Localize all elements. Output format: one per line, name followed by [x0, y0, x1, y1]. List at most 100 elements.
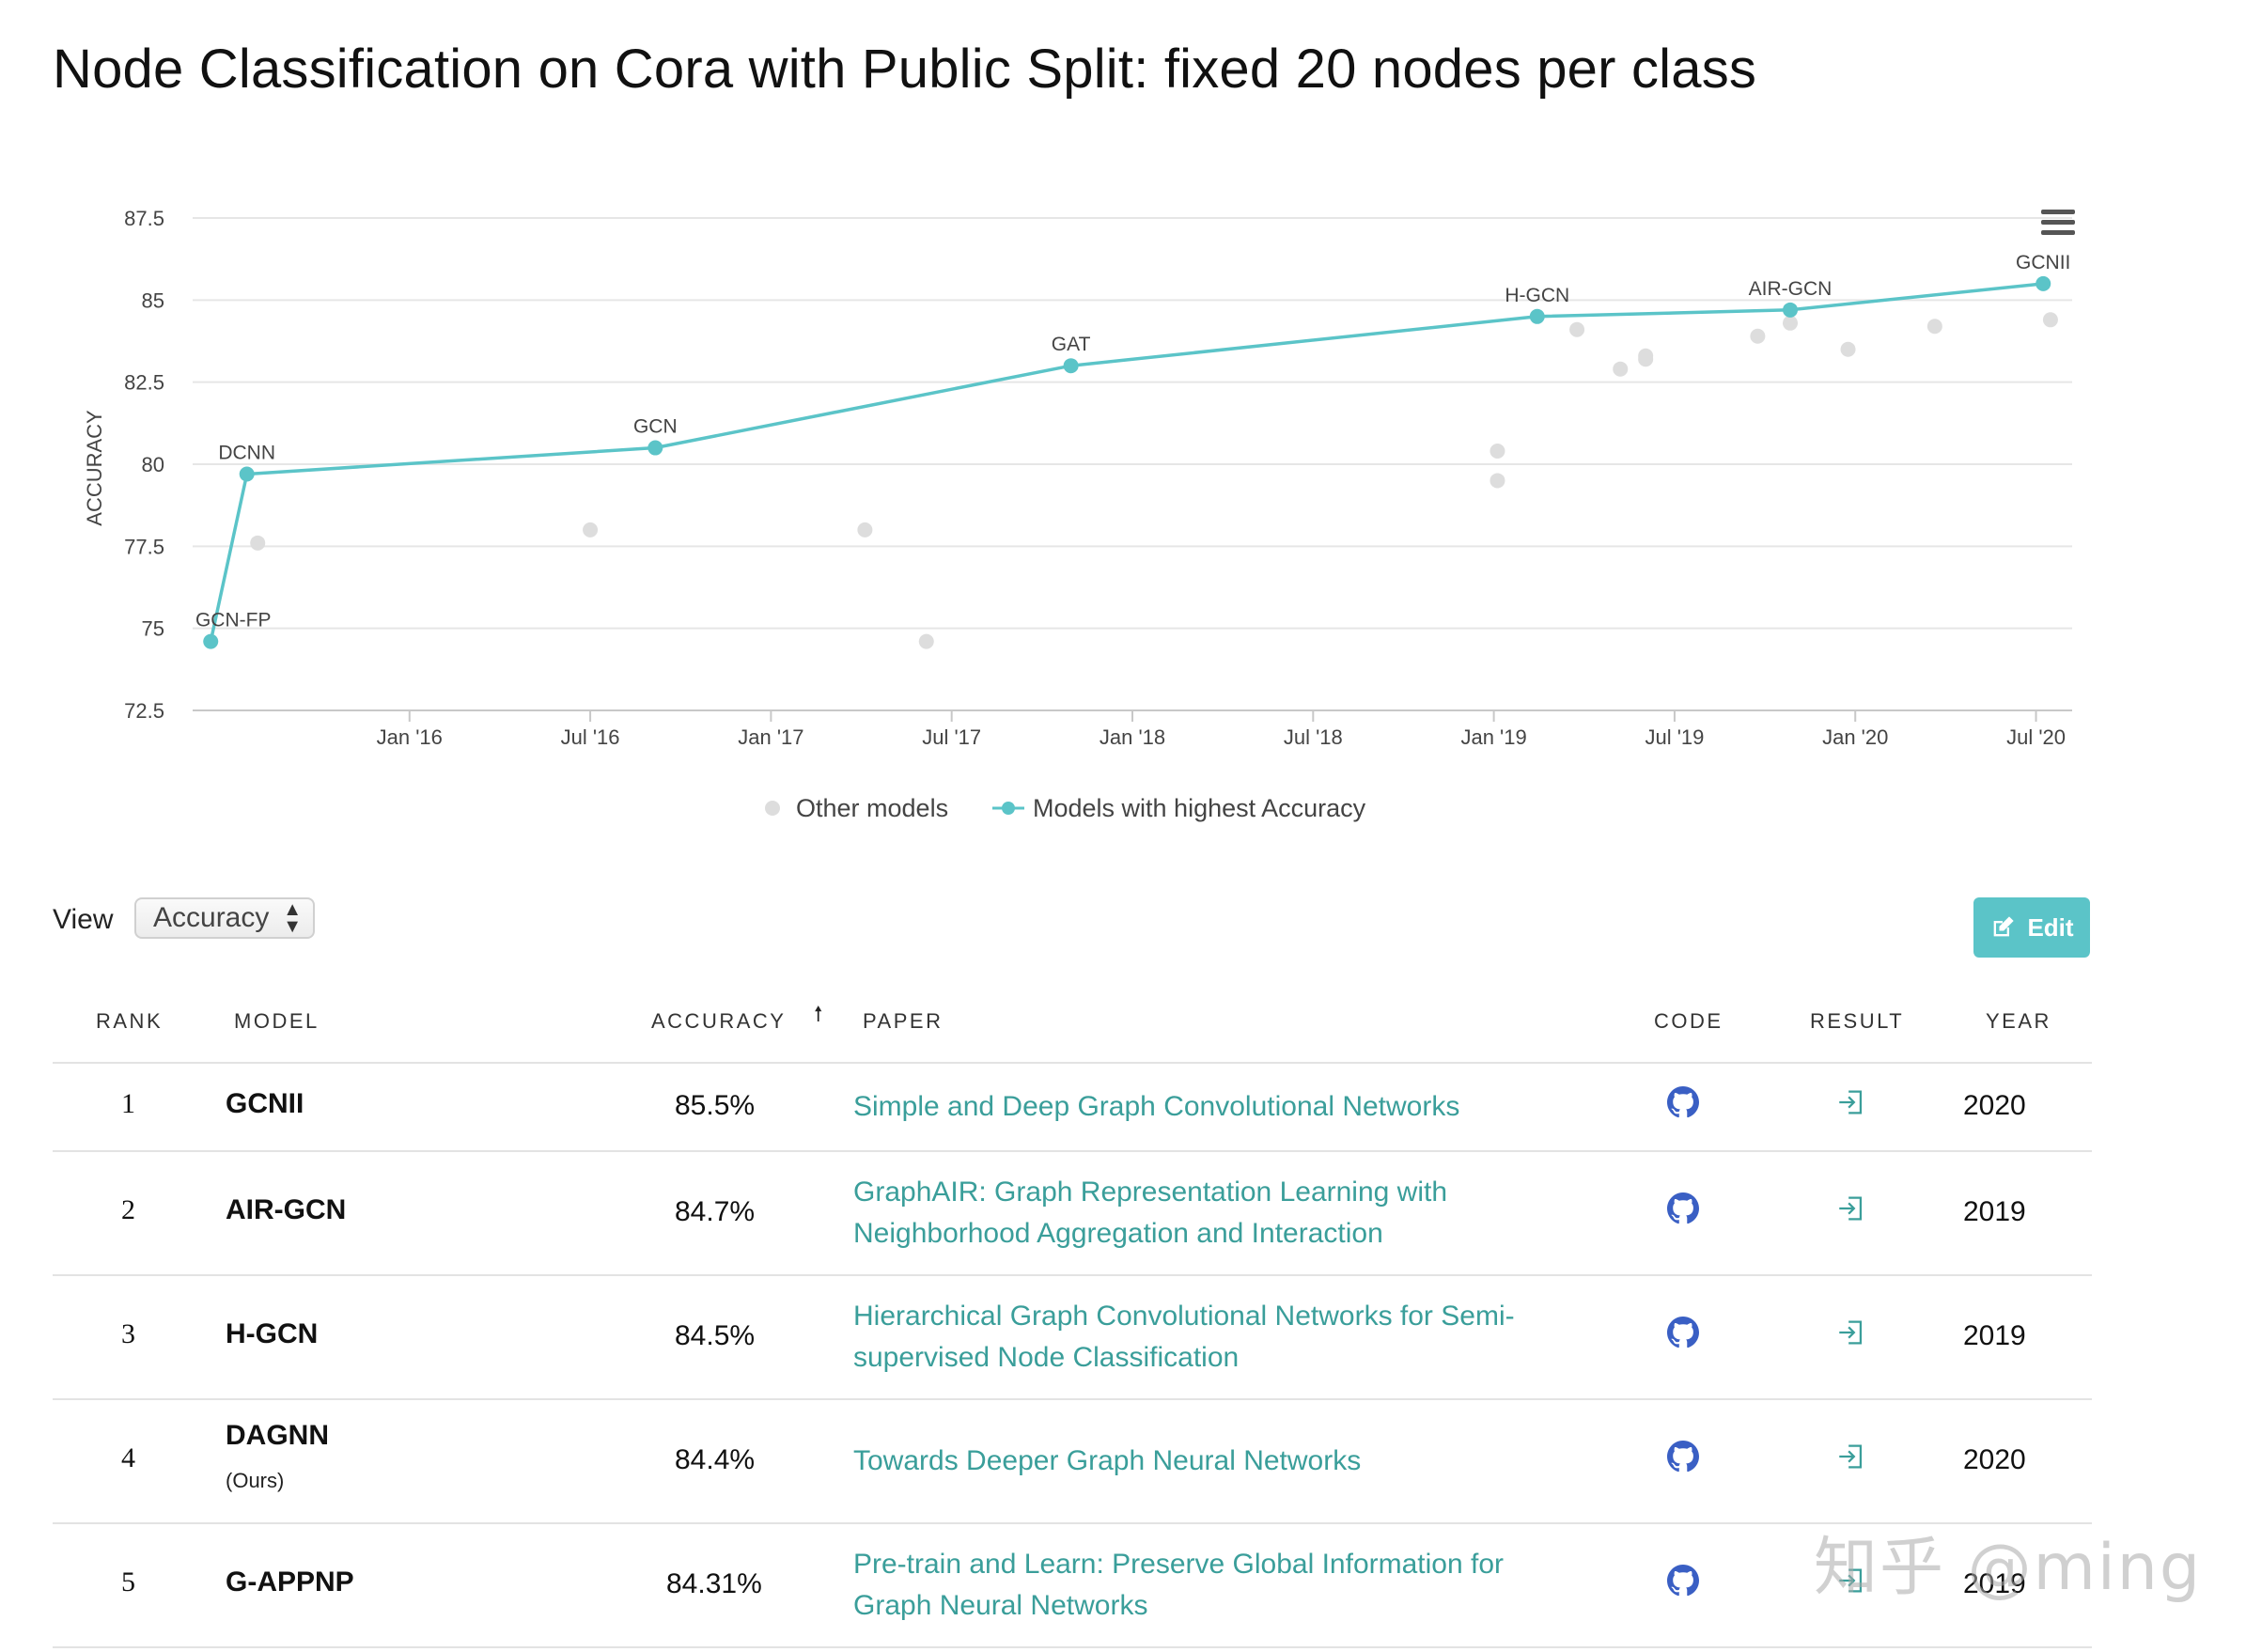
best-model-point[interactable] — [2035, 275, 2051, 291]
other-model-point[interactable] — [1926, 319, 1942, 335]
rank-cell: 4 — [121, 1442, 135, 1473]
result-link[interactable] — [1835, 1565, 1867, 1604]
other-model-point[interactable] — [1613, 361, 1629, 377]
view-select[interactable]: Accuracy ▲ ▼ — [134, 897, 315, 939]
model-cell[interactable]: G-APPNP — [226, 1566, 354, 1597]
other-model-point[interactable] — [1750, 328, 1766, 344]
best-model-point[interactable] — [647, 440, 663, 456]
model-cell[interactable]: AIR-GCN — [226, 1194, 347, 1225]
other-model-point[interactable] — [1490, 473, 1505, 489]
model-cell[interactable]: H-GCN — [226, 1318, 319, 1349]
header-accuracy[interactable]: ACCURACY — [651, 1009, 787, 1033]
x-tick-label: Jul '18 — [1284, 725, 1343, 749]
y-tick-label: 80 — [142, 453, 164, 476]
rank-cell: 1 — [121, 1088, 135, 1119]
other-model-point[interactable] — [1569, 321, 1585, 337]
model-cell[interactable]: GCNII — [226, 1088, 304, 1119]
best-model-point[interactable] — [1063, 358, 1079, 374]
result-login-icon — [1839, 1090, 1863, 1114]
sort-arrow-icon[interactable]: 🠕 — [814, 1002, 823, 1025]
code-link[interactable] — [1667, 1192, 1699, 1232]
result-link[interactable] — [1835, 1086, 1867, 1126]
model-note: (Ours) — [226, 1469, 285, 1492]
other-model-point[interactable] — [250, 535, 266, 551]
github-icon — [1667, 1441, 1699, 1473]
header-result[interactable]: RESULT — [1810, 1009, 1905, 1033]
rank-cell: 2 — [121, 1194, 135, 1225]
best-model-point[interactable] — [203, 633, 219, 649]
code-link[interactable] — [1667, 1317, 1699, 1356]
result-link[interactable] — [1835, 1441, 1867, 1480]
paper-link[interactable]: Simple and Deep Graph Convolutional Netw… — [853, 1091, 1460, 1122]
github-icon — [1667, 1317, 1699, 1348]
other-model-point[interactable] — [1490, 444, 1505, 460]
best-model-point[interactable] — [239, 466, 255, 482]
code-link[interactable] — [1667, 1086, 1699, 1126]
best-model-point[interactable] — [1783, 302, 1798, 318]
table-row[interactable]: 2 AIR-GCN 84.7% GraphAIR: Graph Representat… — [53, 1152, 2092, 1276]
other-model-point[interactable] — [857, 522, 873, 538]
x-tick-label: Jul '16 — [561, 725, 620, 749]
model-cell[interactable]: DAGNN — [226, 1420, 329, 1451]
year-cell: 2019 — [1963, 1196, 2026, 1227]
other-model-point[interactable] — [583, 522, 599, 538]
header-year[interactable]: YEAR — [1986, 1009, 2051, 1033]
best-models-line — [209, 282, 2044, 642]
year-cell: 2019 — [1963, 1320, 2026, 1351]
y-tick-label: 85 — [142, 288, 164, 312]
y-tick-label: 87.5 — [124, 207, 164, 230]
legend-best-marker — [1002, 802, 1015, 815]
chart-grid — [193, 217, 2072, 711]
result-login-icon — [1839, 1568, 1863, 1593]
github-icon — [1667, 1086, 1699, 1118]
table-body: 1 GCNII 85.5% Simple and Deep Graph Convolu… — [53, 1064, 2092, 1648]
rank-cell: 5 — [121, 1566, 135, 1597]
github-icon — [1667, 1192, 1699, 1224]
view-select-value: Accuracy — [153, 902, 270, 933]
table-header: RANK MODEL ACCURACY 🠕 PAPER CODE RESULT … — [53, 985, 2092, 1064]
table-row[interactable]: 3 H-GCN 84.5% Hierarchical Graph Convolutio… — [53, 1276, 2092, 1400]
edit-button-label: Edit — [2027, 912, 2074, 942]
paper-link[interactable]: Hierarchical Graph Convolutional Network… — [853, 1301, 1515, 1373]
chart-legend[interactable]: Other models Models with highest Accurac… — [765, 794, 1366, 822]
accuracy-cell: 84.31% — [666, 1568, 762, 1599]
result-link[interactable] — [1835, 1317, 1867, 1356]
point-label: GCNII — [2016, 252, 2070, 273]
x-tick-label: Jul '17 — [922, 725, 981, 749]
other-model-point[interactable] — [1638, 351, 1654, 367]
paper-link[interactable]: Pre-train and Learn: Preserve Global Inf… — [853, 1549, 1505, 1621]
other-model-point[interactable] — [918, 633, 934, 649]
other-model-point[interactable] — [1840, 341, 1856, 357]
table-row[interactable]: 1 GCNII 85.5% Simple and Deep Graph Convolu… — [53, 1064, 2092, 1152]
code-link[interactable] — [1667, 1565, 1699, 1604]
result-link[interactable] — [1835, 1192, 1867, 1232]
edit-button[interactable]: Edit — [1973, 897, 2090, 958]
point-label: AIR-GCN — [1749, 278, 1833, 300]
best-model-point[interactable] — [1529, 308, 1545, 324]
accuracy-cell: 84.5% — [675, 1320, 756, 1351]
table-row[interactable]: 4 DAGNN (Ours) 84.4% Towards Deeper Graph Ne… — [53, 1400, 2092, 1524]
x-tick-label: Jan '18 — [1100, 725, 1165, 749]
paper-link[interactable]: GraphAIR: Graph Representation Learning … — [853, 1177, 1448, 1249]
x-tick-label: Jan '20 — [1822, 725, 1888, 749]
chart-menu-icon[interactable] — [2041, 210, 2075, 235]
paper-link[interactable]: Towards Deeper Graph Neural Networks — [853, 1445, 1362, 1476]
other-model-point[interactable] — [1783, 315, 1798, 331]
header-code[interactable]: CODE — [1654, 1009, 1723, 1033]
code-link[interactable] — [1667, 1441, 1699, 1480]
header-model[interactable]: MODEL — [234, 1009, 320, 1033]
y-axis-label: ACCURACY — [83, 410, 106, 526]
other-models-series — [250, 312, 2058, 649]
header-paper[interactable]: PAPER — [863, 1009, 944, 1033]
x-tick-label: Jul '20 — [2006, 725, 2066, 749]
header-rank[interactable]: RANK — [96, 1009, 164, 1033]
view-label: View — [53, 904, 114, 935]
table-row[interactable]: 5 G-APPNP 84.31% Pre-train and Learn: Prese… — [53, 1524, 2092, 1648]
legend-other-models[interactable]: Other models — [796, 794, 948, 822]
legend-best-models[interactable]: Models with highest Accuracy — [1033, 794, 1366, 822]
point-label: DCNN — [218, 442, 275, 463]
best-models-series: GCN-FP DCNN GCN GAT H-GCN AIR-GCN GCNII — [195, 252, 2070, 649]
x-tick-label: Jan '16 — [377, 725, 443, 749]
other-model-point[interactable] — [2042, 312, 2058, 328]
